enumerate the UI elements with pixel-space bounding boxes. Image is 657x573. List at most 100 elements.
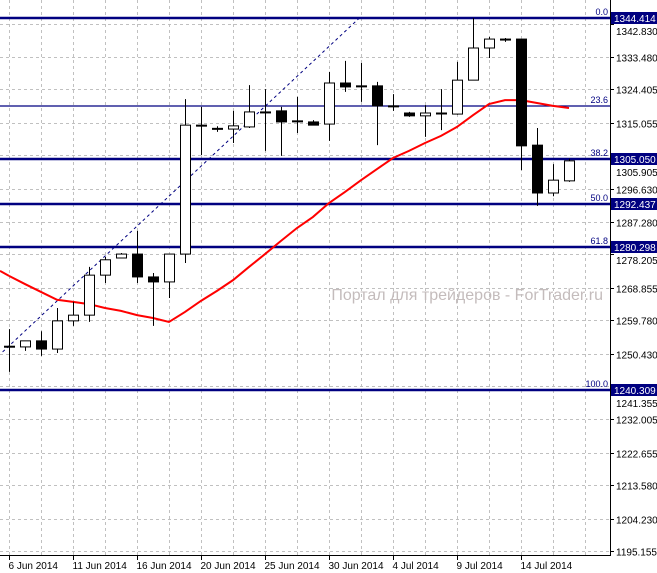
candle-body xyxy=(468,47,479,81)
candle-body xyxy=(4,345,15,348)
candle-body xyxy=(20,340,31,348)
price-label: 1292.437 xyxy=(614,200,656,211)
candle-body xyxy=(212,127,223,130)
y-tick-label: 1195.155 xyxy=(616,548,657,559)
candle-body xyxy=(324,82,335,125)
candle-body xyxy=(532,144,543,194)
candle xyxy=(180,99,191,263)
candle xyxy=(116,253,127,259)
candle-body xyxy=(260,111,271,114)
x-tick-label: 4 Jul 2014 xyxy=(393,561,440,572)
y-tick-label: 1278.205 xyxy=(616,256,657,267)
x-tick-label: 25 Jun 2014 xyxy=(265,561,320,572)
y-tick-label: 1287.280 xyxy=(616,219,657,230)
y-tick-label: 1333.480 xyxy=(616,54,657,65)
y-tick-label: 1250.430 xyxy=(616,351,657,362)
candle xyxy=(36,331,47,356)
y-tick-label: 1232.005 xyxy=(616,416,657,427)
y-tick-label: 1213.580 xyxy=(616,482,657,493)
candle-body xyxy=(404,112,415,117)
candle xyxy=(100,256,111,283)
candle xyxy=(516,38,527,171)
fibonacci-level-label: 61.8 xyxy=(590,236,608,246)
x-tick-label: 14 Jul 2014 xyxy=(521,561,573,572)
y-tick-label: 1315.055 xyxy=(616,120,657,131)
candle xyxy=(468,18,479,81)
candle-body xyxy=(164,253,175,283)
candle-body xyxy=(148,276,159,283)
candle-body xyxy=(452,79,463,115)
price-label-box xyxy=(611,384,657,396)
candle xyxy=(212,126,223,132)
y-tick-label: 1204.230 xyxy=(616,516,657,527)
x-tick-label: 20 Jun 2014 xyxy=(201,561,256,572)
candle-body xyxy=(516,38,527,147)
candle-body xyxy=(356,85,367,88)
candle-body xyxy=(340,82,351,88)
fibonacci-level-label: 23.6 xyxy=(590,95,608,105)
candle xyxy=(340,60,351,92)
candle xyxy=(500,38,511,42)
price-label-box xyxy=(611,12,657,24)
watermark: Портал для трейдеров - ForTrader.ru xyxy=(331,287,603,304)
candle-body xyxy=(420,112,431,117)
candle xyxy=(228,110,239,143)
candle xyxy=(484,36,495,58)
candle-body xyxy=(548,179,559,194)
candle-body xyxy=(180,124,191,255)
candle-body xyxy=(36,340,47,350)
candle-body xyxy=(132,253,143,278)
candle xyxy=(260,89,271,151)
fibonacci-level-label: 50.0 xyxy=(590,193,608,203)
candle xyxy=(548,164,559,197)
candle-body xyxy=(436,112,447,115)
candle xyxy=(20,340,31,351)
y-tick-label: 1305.905 xyxy=(616,168,657,179)
price-label: 1305.050 xyxy=(614,155,656,166)
candle xyxy=(420,105,431,137)
candle xyxy=(132,230,143,283)
candle-body xyxy=(68,314,79,322)
candle xyxy=(436,89,447,131)
candle-body xyxy=(564,160,575,182)
candle xyxy=(52,308,63,353)
candle xyxy=(244,85,255,128)
price-label: 1280.298 xyxy=(614,243,656,254)
candle-body xyxy=(276,110,287,123)
candle xyxy=(308,120,319,126)
candle xyxy=(164,253,175,298)
price-label-box xyxy=(611,153,657,165)
moving-average-line xyxy=(0,269,10,277)
candle xyxy=(4,329,15,372)
price-label-box xyxy=(611,241,657,253)
y-tick-label: 1241.355 xyxy=(616,399,657,410)
x-tick-label: 11 Jun 2014 xyxy=(73,561,128,572)
candle xyxy=(292,96,303,133)
candle-body xyxy=(388,105,399,108)
y-tick-label: 1268.855 xyxy=(616,285,657,296)
candle xyxy=(356,63,367,102)
candle xyxy=(84,266,95,322)
y-tick-label: 1222.655 xyxy=(616,450,657,461)
y-tick-label: 1259.780 xyxy=(616,317,657,328)
candle xyxy=(148,273,159,326)
y-tick-label: 1324.405 xyxy=(616,86,657,97)
candle xyxy=(324,71,335,141)
fibonacci-level-label: 38.2 xyxy=(590,148,608,158)
candle xyxy=(276,106,287,156)
price-label: 1240.309 xyxy=(614,386,656,397)
price-label: 1344.414 xyxy=(614,14,656,25)
candle-body xyxy=(500,38,511,41)
candle xyxy=(404,111,415,117)
candle-body xyxy=(484,38,495,49)
candle-body xyxy=(196,124,207,127)
candle-body xyxy=(308,121,319,126)
candle-body xyxy=(116,253,127,259)
candle xyxy=(68,301,79,326)
candle xyxy=(372,81,383,146)
candle xyxy=(532,128,543,206)
candle xyxy=(452,61,463,115)
candle-body xyxy=(52,320,63,350)
